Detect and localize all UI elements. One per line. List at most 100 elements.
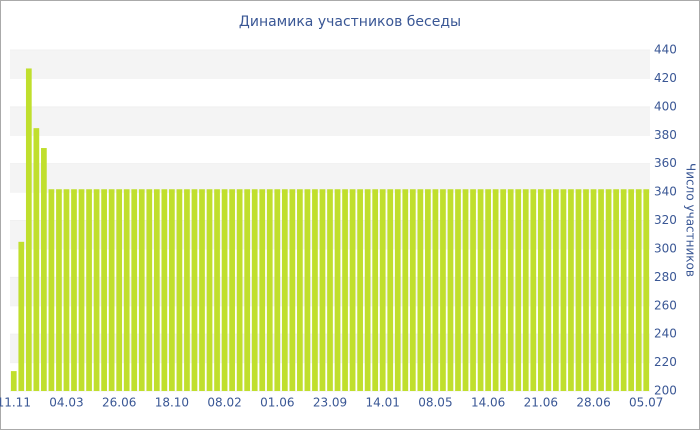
bar bbox=[18, 241, 25, 391]
x-tick-label: 18.10 bbox=[155, 396, 189, 410]
x-tick-label: 28.06 bbox=[576, 396, 610, 410]
y-tick-label: 260 bbox=[654, 298, 677, 312]
bar bbox=[379, 189, 386, 391]
bar bbox=[364, 189, 371, 391]
x-tick-label: 04.03 bbox=[49, 396, 83, 410]
bar bbox=[357, 189, 363, 391]
bar bbox=[447, 189, 454, 391]
bar bbox=[93, 189, 100, 391]
bar bbox=[500, 189, 507, 391]
grid-band bbox=[10, 106, 650, 136]
bar bbox=[598, 189, 604, 391]
bar bbox=[10, 371, 17, 391]
bar bbox=[116, 189, 123, 391]
bar bbox=[425, 189, 431, 391]
bar bbox=[146, 189, 153, 391]
y-tick-label: 320 bbox=[654, 213, 677, 227]
bar bbox=[199, 189, 205, 391]
bar bbox=[327, 189, 333, 391]
bar bbox=[440, 189, 446, 391]
bar bbox=[402, 189, 409, 391]
bar bbox=[560, 189, 567, 391]
y-tick-label: 280 bbox=[654, 270, 677, 284]
y-tick-label: 380 bbox=[654, 128, 677, 142]
bar bbox=[184, 189, 190, 391]
bar bbox=[259, 189, 266, 391]
y-tick-label: 360 bbox=[654, 156, 677, 170]
bar bbox=[432, 189, 439, 391]
bar bbox=[575, 189, 582, 391]
bar bbox=[123, 189, 130, 391]
x-tick-label: 14.06 bbox=[471, 396, 505, 410]
bar bbox=[214, 189, 220, 391]
y-tick-label: 200 bbox=[654, 384, 677, 398]
y-tick-label: 340 bbox=[654, 185, 677, 199]
grid-band bbox=[10, 163, 650, 193]
x-tick-label: 26.06 bbox=[102, 396, 136, 410]
bar bbox=[492, 189, 499, 391]
bar bbox=[161, 189, 168, 391]
x-tick-label: 05.07 bbox=[629, 396, 663, 410]
bar bbox=[417, 189, 424, 391]
bar bbox=[191, 189, 198, 391]
x-tick-label: 23.09 bbox=[313, 396, 347, 410]
y-tick-label: 440 bbox=[654, 43, 677, 57]
bar bbox=[131, 189, 138, 391]
bar bbox=[522, 189, 529, 391]
bar bbox=[485, 189, 491, 391]
bar bbox=[25, 68, 32, 392]
bar bbox=[229, 189, 235, 391]
y-tick-label: 220 bbox=[654, 355, 677, 369]
bar bbox=[590, 189, 597, 391]
x-tick-label: 08.05 bbox=[418, 396, 452, 410]
bar bbox=[297, 189, 303, 391]
bar bbox=[387, 189, 394, 391]
bar bbox=[583, 189, 589, 391]
bar bbox=[568, 189, 574, 391]
bar bbox=[108, 189, 115, 391]
bar bbox=[78, 189, 85, 391]
bar bbox=[251, 189, 258, 391]
bar bbox=[236, 189, 243, 391]
bar bbox=[334, 189, 341, 391]
bar bbox=[281, 189, 288, 391]
bar bbox=[274, 189, 281, 391]
bar bbox=[86, 189, 92, 391]
bar bbox=[372, 189, 379, 391]
x-tick-label: 21.06 bbox=[524, 396, 558, 410]
bar bbox=[71, 189, 77, 391]
bar bbox=[221, 189, 228, 391]
bar bbox=[153, 189, 160, 391]
x-tick-label: 11.11 bbox=[0, 396, 31, 410]
bar bbox=[545, 189, 552, 391]
bar bbox=[48, 189, 55, 391]
y-tick-label: 420 bbox=[654, 71, 677, 85]
y-tick-label: 300 bbox=[654, 241, 677, 255]
bar bbox=[470, 189, 476, 391]
bar bbox=[507, 189, 514, 391]
bar bbox=[643, 189, 650, 391]
x-tick-label: 01.06 bbox=[260, 396, 294, 410]
bar bbox=[635, 189, 642, 391]
bar bbox=[41, 148, 47, 391]
bar bbox=[176, 189, 183, 391]
bar bbox=[138, 189, 145, 391]
bar bbox=[515, 189, 522, 391]
bar bbox=[620, 189, 627, 391]
y-axis-label: Число участников bbox=[684, 163, 698, 277]
bar bbox=[628, 189, 635, 391]
x-tick-label: 08.02 bbox=[207, 396, 241, 410]
y-tick-label: 400 bbox=[654, 99, 677, 113]
bar bbox=[319, 189, 326, 391]
bar bbox=[455, 189, 461, 391]
bar bbox=[289, 189, 296, 391]
bar bbox=[63, 189, 70, 391]
bar bbox=[342, 189, 348, 391]
bar bbox=[206, 189, 213, 391]
bar bbox=[409, 189, 416, 391]
y-tick-label: 240 bbox=[654, 327, 677, 341]
bar bbox=[169, 189, 175, 391]
bar bbox=[33, 128, 40, 392]
x-tick-label: 14.01 bbox=[366, 396, 400, 410]
